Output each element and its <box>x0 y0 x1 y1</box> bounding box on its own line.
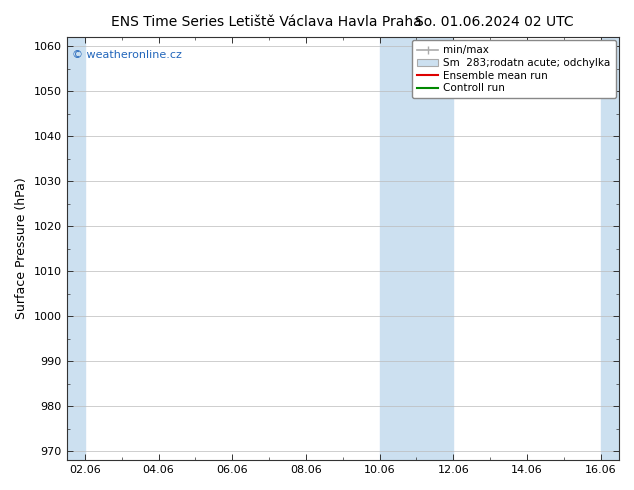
Legend: min/max, Sm  283;rodatn acute; odchylka, Ensemble mean run, Controll run: min/max, Sm 283;rodatn acute; odchylka, … <box>412 40 616 98</box>
Text: © weatheronline.cz: © weatheronline.cz <box>72 50 182 60</box>
Text: ENS Time Series Letiště Václava Havla Praha: ENS Time Series Letiště Václava Havla Pr… <box>111 15 422 29</box>
Bar <box>380 37 453 460</box>
Y-axis label: Surface Pressure (hPa): Surface Pressure (hPa) <box>15 178 28 319</box>
Text: So. 01.06.2024 02 UTC: So. 01.06.2024 02 UTC <box>415 15 574 29</box>
Bar <box>600 37 619 460</box>
Bar <box>67 37 85 460</box>
